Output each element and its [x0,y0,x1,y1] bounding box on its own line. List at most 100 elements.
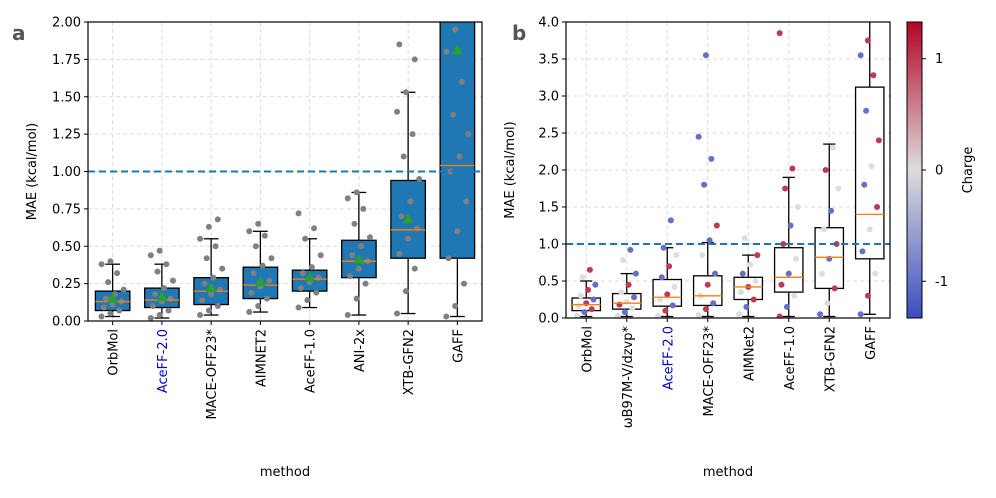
data-point [708,155,715,162]
x-tick-label: AIMNet2 [742,326,757,381]
data-point [264,295,271,302]
y-tick-label: 0.5 [538,275,559,290]
data-point [120,286,127,293]
data-point [695,133,702,140]
x-tick-label: AIMNET2 [254,329,269,387]
data-point [829,144,836,151]
data-point [266,277,273,284]
data-point [872,270,879,277]
data-point [629,305,636,312]
data-point [396,250,403,257]
data-point [874,204,881,210]
data-point [820,226,827,233]
data-point [701,181,708,188]
data-point [831,285,838,292]
y-tick-label: 2.0 [538,164,559,179]
data-point [864,292,871,299]
data-point [828,207,835,214]
data-point [197,312,204,319]
y-tick-label: 0.0 [538,312,559,327]
colorbar [906,21,923,319]
x-tick-label: GAFF [864,326,879,360]
data-point [658,274,665,281]
y-tick-label: 2.00 [52,16,81,31]
plot-area [88,22,482,321]
data-point [248,289,255,296]
box [692,275,723,307]
data-point [592,281,599,288]
data-point [398,213,405,220]
data-point [201,280,208,287]
mean-marker [451,44,463,55]
data-point [655,312,662,318]
y-tick-label: 1.50 [52,90,81,105]
box [854,86,885,260]
data-point [197,235,204,242]
mean-marker [353,253,365,264]
data-point [107,258,114,265]
data-point [295,210,302,217]
data-point [857,52,864,59]
data-point [782,185,789,192]
data-point [255,303,262,310]
data-point [736,311,743,318]
data-point [452,26,459,33]
data-point [632,270,639,277]
data-point [353,295,360,302]
data-point [445,255,452,262]
data-point [713,222,720,229]
y-axis-label: MAE (kcal/mol) [503,121,518,218]
data-point [739,270,746,277]
data-point [666,263,673,270]
data-point [870,72,877,79]
y-tick-label: 3.5 [538,53,559,68]
data-point [776,30,783,37]
data-point [695,312,702,318]
x-tick-label: XTB-GFN2 [402,329,417,395]
data-point [317,252,324,259]
data-point [295,304,302,311]
data-point [98,261,105,268]
x-tick-label: AceFF-2.0 [661,326,676,390]
data-point [618,289,625,296]
data-point [250,270,257,277]
data-point [741,235,748,242]
data-point [156,247,163,254]
data-point [199,297,206,304]
data-point [169,277,176,284]
data-point [161,285,168,292]
data-point [214,216,221,223]
data-point [304,297,311,304]
x-axis-label: method [703,465,753,480]
data-point [465,131,472,138]
y-tick-label: 0.50 [52,240,81,255]
data-point [344,312,351,319]
x-tick-label: GAFF [451,329,466,363]
data-point [780,241,787,247]
data-point [109,301,116,308]
data-point [366,234,373,241]
data-point [621,309,628,316]
data-point [344,195,351,202]
data-point [625,281,632,288]
data-point [402,288,409,295]
y-tick-label: 2.5 [538,127,559,142]
data-point [246,228,253,235]
data-point [147,252,154,259]
y-axis-label: MAE (kcal/mol) [25,123,40,220]
data-point [100,304,107,311]
data-point [863,107,870,114]
x-tick-label: ωB97M-V/dzvp* [621,326,636,429]
data-point [116,307,123,314]
data-point [214,303,221,310]
data-point [210,274,217,281]
data-point [614,312,621,318]
x-tick-label: MACE-OFF23* [205,329,220,420]
data-point [349,252,356,259]
data-point [454,228,461,235]
colorbar-tick-label: -1 [935,275,948,290]
data-point [754,252,761,259]
data-point [212,243,219,250]
data-point [447,168,454,175]
data-point [355,265,362,272]
